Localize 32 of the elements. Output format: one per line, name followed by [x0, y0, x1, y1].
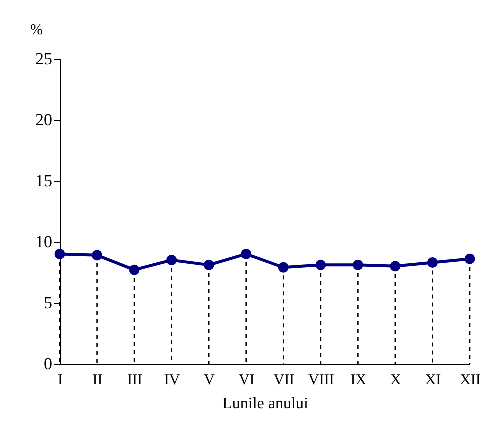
- x-tick-label: IV: [164, 372, 180, 388]
- y-tick-label: 5: [44, 294, 52, 312]
- y-tick-label: 15: [36, 172, 52, 190]
- point: [129, 264, 140, 276]
- x-tick-label: V: [204, 372, 216, 388]
- x-tick-label: X: [390, 372, 402, 388]
- point: [427, 258, 438, 268]
- x-tick-label: I: [58, 372, 63, 388]
- point: [390, 261, 401, 272]
- point: [204, 260, 214, 270]
- point: [54, 248, 66, 260]
- y-axis-title: %: [30, 22, 43, 38]
- x-tick-label: IX: [350, 372, 367, 388]
- point: [92, 250, 103, 261]
- x-tick-label: VI: [238, 372, 255, 388]
- x-tick-label: XII: [460, 372, 481, 388]
- x-tick-label: II: [92, 372, 103, 388]
- x-tick-label: VII: [274, 372, 295, 388]
- point: [316, 260, 326, 270]
- x-tick-label: VIII: [308, 372, 334, 388]
- point: [464, 254, 476, 264]
- point: [352, 260, 364, 270]
- y-tick-label: 10: [36, 232, 52, 252]
- x-tick-label: XI: [425, 372, 442, 388]
- point: [241, 248, 252, 260]
- y-tick-label: 20: [36, 110, 52, 130]
- y-tick-label: 0: [44, 354, 52, 374]
- x-tick-label: III: [128, 372, 143, 388]
- point: [166, 255, 178, 266]
- point: [278, 262, 289, 273]
- x-axis-title: Lunile anului: [222, 396, 309, 412]
- y-tick-label: 25: [36, 50, 52, 68]
